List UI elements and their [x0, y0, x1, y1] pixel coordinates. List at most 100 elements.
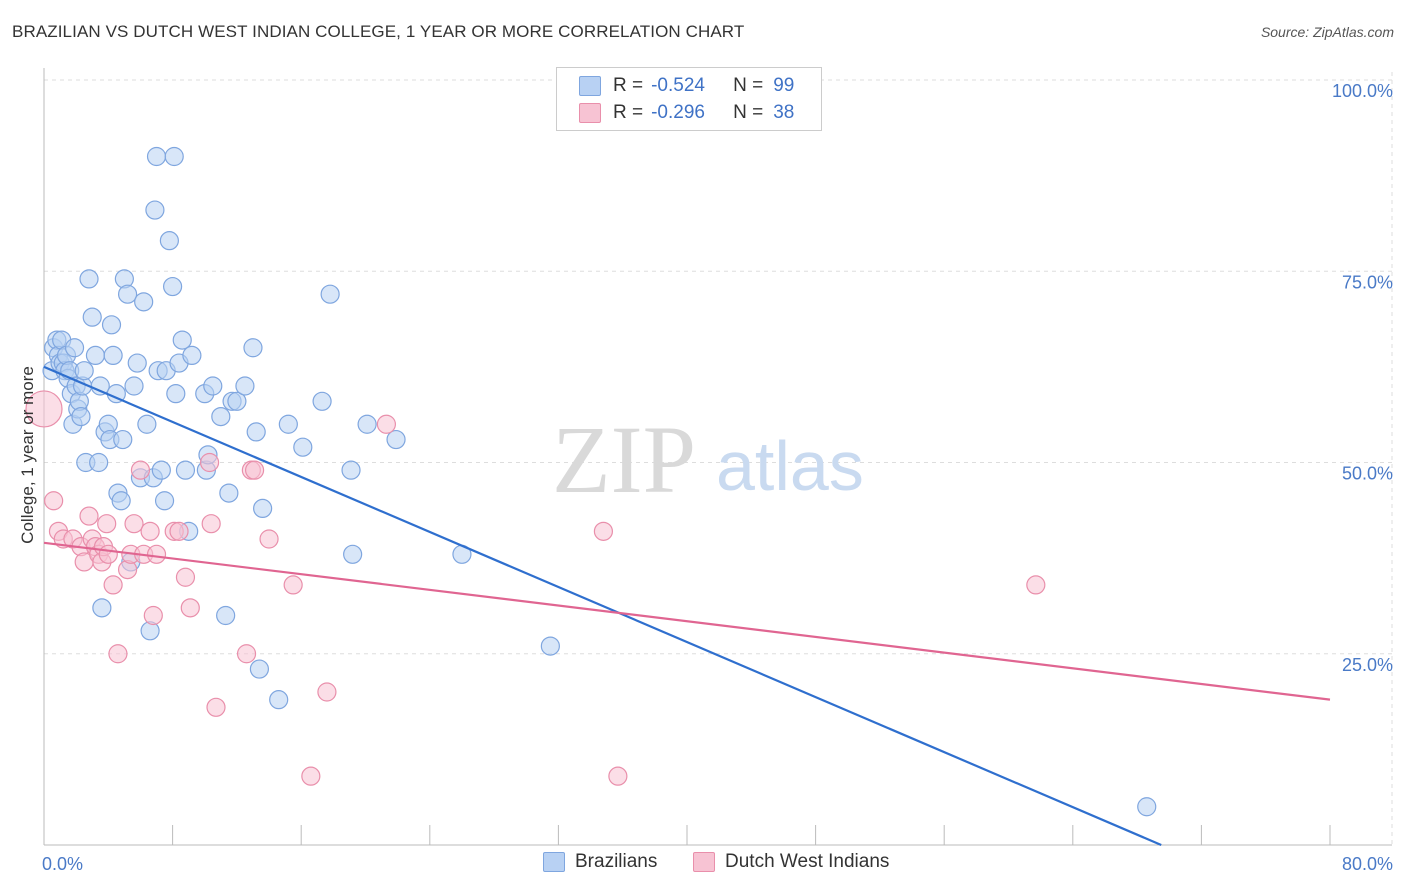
dutch-west-indian-point — [180, 598, 200, 618]
trend-lines — [43, 365, 1331, 847]
dutch-west-indian-point — [593, 521, 614, 541]
brazilian-point — [146, 146, 167, 167]
brazilian-point — [103, 345, 123, 365]
brazilian-trend-line — [43, 365, 1162, 847]
dutch-west-indian-point — [317, 682, 337, 702]
y-tick-label: 25.0% — [1342, 655, 1393, 675]
y-axis-label: College, 1 year or more — [18, 366, 37, 544]
brazilian-point — [164, 146, 184, 167]
series-legend-item-brazilians[interactable]: Brazilians — [543, 851, 657, 873]
x-tick-label: 0.0% — [42, 854, 83, 874]
chart-title: BRAZILIAN VS DUTCH WEST INDIAN COLLEGE, … — [12, 22, 745, 41]
brazilian-point — [343, 544, 363, 564]
watermark: ZIP atlas — [552, 406, 864, 513]
brazilian-point — [117, 284, 138, 304]
brazilian-point — [278, 414, 298, 434]
brazilian-point — [357, 414, 377, 434]
brazilian-point — [134, 292, 154, 312]
legend-r-label: R = — [613, 75, 644, 96]
brazilian-point — [154, 491, 175, 511]
legend-swatch-pink — [579, 103, 601, 123]
brazilian-point — [151, 460, 171, 480]
dutch-west-indian-point — [103, 575, 123, 595]
dutch-west-indian-point — [199, 452, 220, 473]
legend-r-value: -0.524 — [651, 75, 705, 96]
brazilian-point — [137, 414, 157, 434]
series-swatch-blue — [543, 852, 565, 872]
brazilian-point — [92, 598, 112, 618]
series-legend-item-dutch-west-indians[interactable]: Dutch West Indians — [693, 851, 889, 873]
dutch-west-indian-trend-line — [43, 541, 1331, 701]
dutch-west-indian-point — [79, 506, 99, 526]
brazilian-point — [79, 269, 99, 289]
brazilian-point — [82, 307, 102, 327]
brazilian-point — [227, 391, 247, 411]
brazilian-point — [312, 391, 332, 411]
dutch-west-indian-point — [244, 460, 265, 480]
legend-swatch-blue — [579, 76, 601, 96]
brazilian-point — [113, 429, 133, 450]
dutch-west-indian-point — [201, 514, 221, 534]
data-points — [25, 146, 1157, 817]
legend-n-label: N = — [733, 75, 764, 96]
dutch-west-indian-point — [140, 521, 160, 541]
x-tick-label: 80.0% — [1342, 854, 1393, 874]
brazilian-point — [124, 376, 144, 396]
legend-row-dutch-west-indians: R = -0.296 N = 38 — [579, 101, 794, 125]
brazilian-point — [182, 345, 202, 365]
brazilian-point — [145, 200, 165, 220]
dutch-west-indian-point — [301, 766, 321, 786]
correlation-legend: R = -0.524 N = 99 R = -0.296 N = 38 — [556, 67, 822, 131]
series-legend-label: Brazilians — [575, 851, 658, 872]
legend-n-value: 99 — [773, 75, 795, 96]
dutch-west-indian-point — [206, 697, 226, 717]
brazilian-point — [111, 491, 131, 511]
watermark-atlas: atlas — [716, 427, 864, 505]
brazilian-point — [253, 498, 273, 518]
dutch-west-indian-point — [98, 544, 118, 564]
axes — [43, 68, 1392, 846]
dutch-west-indian-point — [143, 605, 163, 626]
brazilian-point — [71, 407, 91, 427]
brazilian-point — [101, 315, 122, 335]
series-swatch-pink — [693, 852, 715, 872]
brazilian-point — [246, 422, 266, 442]
chart-source: Source: ZipAtlas.com — [1260, 24, 1394, 40]
legend-row-brazilians: R = -0.524 N = 99 — [579, 74, 794, 98]
dutch-west-indian-point — [124, 514, 144, 534]
brazilian-point — [249, 659, 270, 679]
dutch-west-indian-point — [175, 567, 196, 587]
legend-r-value: -0.296 — [651, 102, 705, 123]
brazilian-point — [320, 284, 340, 304]
legend-r-label: R = — [613, 102, 644, 123]
brazilian-point — [386, 429, 406, 450]
brazilian-point — [127, 353, 147, 373]
dutch-west-indian-point — [44, 491, 64, 511]
dutch-west-indian-point — [236, 644, 257, 664]
legend-n-value: 38 — [773, 102, 795, 123]
dutch-west-indian-point — [25, 390, 63, 428]
brazilian-point — [159, 231, 179, 251]
brazilian-point — [175, 460, 196, 480]
brazilian-point — [166, 384, 186, 404]
dutch-west-indian-point — [259, 529, 279, 549]
dutch-west-indian-point — [608, 766, 628, 786]
series-legend-label: Dutch West Indians — [725, 851, 890, 872]
brazilian-point — [235, 376, 255, 396]
brazilian-point — [1137, 797, 1157, 817]
brazilian-point — [293, 437, 313, 457]
brazilian-point — [269, 690, 289, 710]
dutch-west-indian-point — [97, 514, 117, 534]
legend-n-label: N = — [733, 102, 764, 123]
series-legend: Brazilians Dutch West Indians — [0, 851, 1406, 877]
brazilian-point — [172, 330, 192, 350]
dutch-west-indian-point — [130, 460, 151, 480]
tick-labels: 25.0% 50.0% 75.0% 100.0% 0.0% 80.0% — [42, 81, 1393, 874]
brazilian-point — [90, 376, 110, 396]
dutch-west-indian-point — [108, 644, 128, 664]
brazilian-point — [203, 376, 223, 396]
brazilian-point — [540, 636, 560, 656]
brazilian-point — [219, 483, 239, 503]
brazilian-point — [341, 460, 361, 480]
